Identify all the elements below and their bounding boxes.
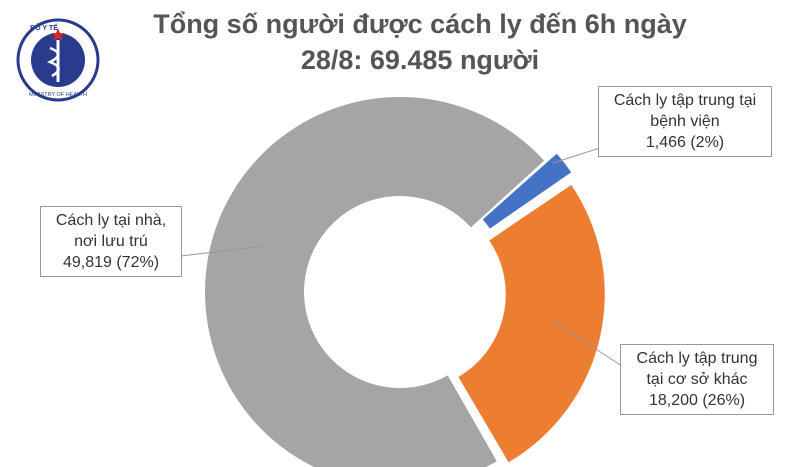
data-label: Cách ly tập trung tại bệnh viện 1,466 (2%… [598, 86, 772, 157]
logo: BỘ Y TẾ MINISTRY OF HEALTH [16, 18, 100, 102]
leader-line [180, 245, 266, 257]
label-name: Cách ly tại nhà, nơi lưu trú [55, 212, 167, 250]
slice [458, 184, 605, 463]
chart-title: Tổng số người được cách ly đến 6h ngày 2… [153, 9, 687, 75]
data-label: Cách ly tập trung tại cơ sở khác 18,200 (… [620, 344, 774, 415]
logo-top: BỘ Y TẾ [30, 22, 58, 32]
leader-line [552, 145, 607, 164]
slice [482, 153, 572, 229]
label-value: 49,819 (72%) [62, 254, 160, 271]
logo-snake [46, 46, 60, 78]
label-value: 1,466 (2%) [645, 134, 725, 151]
logo-star [51, 28, 65, 41]
logo-bottom: MINISTRY OF HEALTH [29, 92, 87, 98]
data-label: Cách ly tại nhà, nơi lưu trú 49,819 (72%) [40, 206, 182, 277]
label-name: Cách ly tập trung tại bệnh viện [613, 92, 757, 130]
leader-line [547, 317, 626, 369]
label-name: Cách ly tập trung tại cơ sở khác [636, 350, 758, 388]
label-value: 18,200 (26%) [648, 392, 746, 409]
slice [205, 97, 545, 467]
